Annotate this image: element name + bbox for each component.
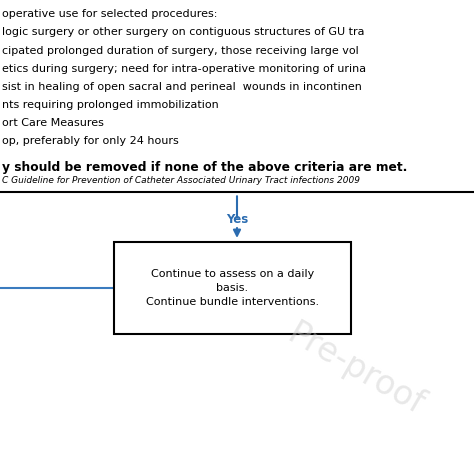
Text: C Guideline for Prevention of Catheter Associated Urinary Tract infections 2009: C Guideline for Prevention of Catheter A… bbox=[2, 176, 360, 185]
Text: ort Care Measures: ort Care Measures bbox=[2, 118, 104, 128]
FancyBboxPatch shape bbox=[114, 242, 351, 334]
Text: op, preferably for only 24 hours: op, preferably for only 24 hours bbox=[2, 136, 179, 146]
Text: operative use for selected procedures:: operative use for selected procedures: bbox=[2, 9, 218, 19]
Text: logic surgery or other surgery on contiguous structures of GU tra: logic surgery or other surgery on contig… bbox=[2, 27, 365, 37]
Text: Continue to assess on a daily
basis.
Continue bundle interventions.: Continue to assess on a daily basis. Con… bbox=[146, 269, 319, 307]
Text: cipated prolonged duration of surgery, those receiving large vol: cipated prolonged duration of surgery, t… bbox=[2, 46, 359, 55]
Text: Pre-proof: Pre-proof bbox=[282, 318, 429, 422]
Text: etics during surgery; need for intra-operative monitoring of urina: etics during surgery; need for intra-ope… bbox=[2, 64, 366, 73]
Text: nts requiring prolonged immobilization: nts requiring prolonged immobilization bbox=[2, 100, 219, 109]
Text: y should be removed if none of the above criteria are met.: y should be removed if none of the above… bbox=[2, 161, 408, 174]
Text: sist in healing of open sacral and perineal  wounds in incontinen: sist in healing of open sacral and perin… bbox=[2, 82, 362, 91]
Text: Yes: Yes bbox=[226, 213, 248, 226]
